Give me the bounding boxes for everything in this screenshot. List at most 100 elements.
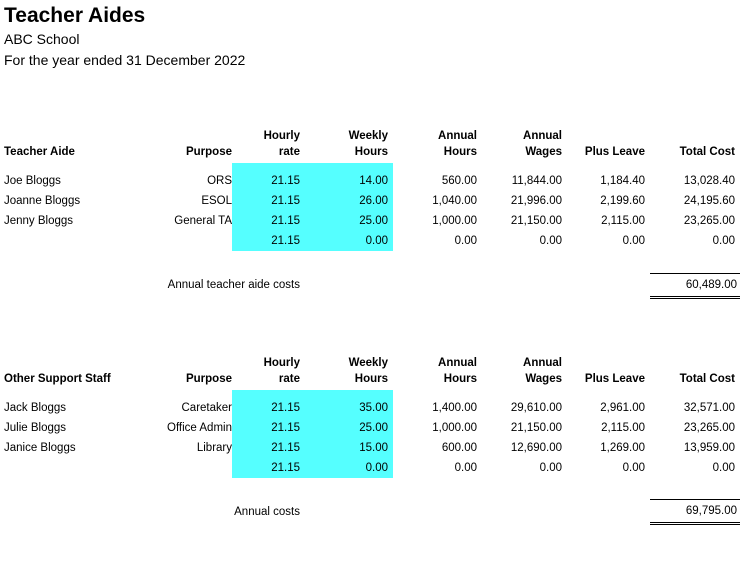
col-header-hourly-rate: Hourly rate bbox=[263, 356, 300, 385]
cell-annual-wages: 21,996.00 bbox=[510, 195, 562, 207]
cell-purpose bbox=[150, 231, 232, 251]
cell-plus-leave: 0.00 bbox=[622, 235, 645, 247]
cell-annual-hours: 0.00 bbox=[454, 461, 477, 474]
col-header-purpose: Purpose bbox=[185, 372, 232, 385]
col-header-weekly-hours: Weekly Hours bbox=[348, 130, 388, 158]
cell-name bbox=[0, 458, 150, 478]
cell-plus-leave: 2,115.00 bbox=[601, 215, 645, 227]
reporting-period: For the year ended 31 December 2022 bbox=[4, 52, 246, 68]
highlight-spacer bbox=[232, 163, 305, 171]
cell-annual-wages: 12,690.00 bbox=[510, 441, 562, 454]
table-header-row: Other Support Staff Purpose Hourly rate … bbox=[0, 346, 740, 390]
cell-hourly-rate-input[interactable]: 21.15 bbox=[232, 457, 305, 478]
cell-hourly-rate-input[interactable]: 21.15 bbox=[232, 191, 305, 211]
table-row: 21.15 0.00 0.00 0.00 0.00 0.00 bbox=[0, 457, 740, 478]
cell-plus-leave: 2,199.60 bbox=[600, 195, 645, 207]
table-row: Jack Bloggs Caretaker 21.15 35.00 1,400.… bbox=[0, 397, 740, 418]
col-header-teacher-aide: Teacher Aide bbox=[4, 146, 75, 158]
table-row: Joanne Bloggs ESOL 21.15 26.00 1,040.00 … bbox=[0, 191, 740, 211]
cell-purpose: General TA bbox=[174, 215, 232, 227]
col-header-annual-wages: Annual Wages bbox=[523, 130, 562, 158]
cell-weekly-hours-input[interactable]: 25.00 bbox=[305, 417, 393, 438]
total-row: Annual costs 69,795.00 bbox=[0, 499, 740, 525]
cell-annual-wages: 29,610.00 bbox=[510, 401, 562, 414]
cell-plus-leave: 1,184.40 bbox=[600, 175, 645, 187]
col-header-purpose: Purpose bbox=[185, 146, 232, 158]
cell-name: Joe Bloggs bbox=[4, 175, 61, 187]
total-value: 69,795.00 bbox=[650, 499, 740, 525]
table-row: Janice Bloggs Library 21.15 15.00 600.00… bbox=[0, 437, 740, 458]
cell-name: Jenny Bloggs bbox=[4, 215, 74, 227]
col-header-annual-wages: Annual Wages bbox=[523, 356, 562, 385]
cell-hourly-rate-input[interactable]: 21.15 bbox=[232, 437, 305, 458]
table-row: Jenny Bloggs General TA 21.15 25.00 1,00… bbox=[0, 211, 740, 231]
spacer-row bbox=[0, 251, 740, 273]
highlight-spacer-row bbox=[0, 163, 740, 171]
highlight-spacer bbox=[232, 389, 305, 398]
cell-annual-wages: 21,150.00 bbox=[510, 215, 562, 227]
cell-total-cost: 13,959.00 bbox=[683, 441, 735, 454]
cell-total-cost: 0.00 bbox=[712, 235, 735, 247]
cell-annual-hours: 1,040.00 bbox=[432, 195, 477, 207]
cell-annual-wages: 0.00 bbox=[539, 235, 562, 247]
cell-annual-hours: 0.00 bbox=[454, 235, 477, 247]
school-name: ABC School bbox=[4, 31, 80, 47]
cell-total-cost: 23,265.00 bbox=[683, 215, 735, 227]
cell-hourly-rate-input[interactable]: 21.15 bbox=[232, 171, 305, 191]
highlight-spacer bbox=[305, 163, 393, 171]
cell-total-cost: 23,265.00 bbox=[683, 421, 735, 434]
cell-weekly-hours-input[interactable]: 15.00 bbox=[305, 437, 393, 458]
cell-annual-hours: 600.00 bbox=[441, 441, 477, 454]
highlight-spacer bbox=[305, 389, 393, 398]
cell-name: Joanne Bloggs bbox=[4, 195, 81, 207]
cell-name: Janice Bloggs bbox=[4, 441, 76, 454]
cell-total-cost: 24,195.60 bbox=[683, 195, 735, 207]
col-header-hourly-rate: Hourly rate bbox=[263, 130, 300, 158]
highlight-spacer-row bbox=[0, 389, 740, 398]
cell-annual-wages: 0.00 bbox=[539, 461, 562, 474]
col-header-annual-hours: Annual Hours bbox=[438, 356, 477, 385]
cell-name bbox=[0, 231, 150, 251]
cell-purpose: Caretaker bbox=[181, 401, 233, 414]
report-header: Teacher Aides ABC School For the year en… bbox=[0, 0, 753, 71]
cell-hourly-rate-input[interactable]: 21.15 bbox=[232, 211, 305, 231]
cell-name: Jack Bloggs bbox=[4, 401, 67, 414]
col-header-total-cost: Total Cost bbox=[679, 146, 735, 158]
cell-purpose: ESOL bbox=[201, 195, 232, 207]
cell-annual-hours: 560.00 bbox=[441, 175, 477, 187]
total-label: Annual teacher aide costs bbox=[167, 279, 300, 291]
cell-weekly-hours-input[interactable]: 25.00 bbox=[305, 211, 393, 231]
cell-weekly-hours-input[interactable]: 26.00 bbox=[305, 191, 393, 211]
col-header-other-support-staff: Other Support Staff bbox=[4, 372, 111, 385]
cell-purpose: ORS bbox=[207, 175, 232, 187]
col-header-plus-leave: Plus Leave bbox=[584, 372, 645, 385]
cell-plus-leave: 0.00 bbox=[622, 461, 645, 474]
table-row: Julie Bloggs Office Admin 21.15 25.00 1,… bbox=[0, 417, 740, 438]
col-header-total-cost: Total Cost bbox=[679, 372, 735, 385]
cell-weekly-hours-input[interactable]: 35.00 bbox=[305, 397, 393, 418]
cell-weekly-hours-input[interactable]: 0.00 bbox=[305, 457, 393, 478]
total-label: Annual costs bbox=[234, 505, 300, 518]
table-header-row: Teacher Aide Purpose Hourly rate Weekly … bbox=[0, 119, 740, 163]
table-row: Joe Bloggs ORS 21.15 14.00 560.00 11,844… bbox=[0, 171, 740, 191]
total-value: 60,489.00 bbox=[650, 272, 740, 299]
cell-purpose: Office Admin bbox=[167, 421, 232, 434]
cell-hourly-rate-input[interactable]: 21.15 bbox=[232, 231, 305, 251]
cell-annual-wages: 21,150.00 bbox=[510, 421, 562, 434]
cell-annual-hours: 1,000.00 bbox=[432, 215, 477, 227]
total-row: Annual teacher aide costs 60,489.00 bbox=[0, 272, 740, 299]
cell-total-cost: 13,028.40 bbox=[683, 175, 735, 187]
cell-annual-hours: 1,000.00 bbox=[432, 421, 477, 434]
cell-purpose: Library bbox=[196, 441, 232, 454]
cell-weekly-hours-input[interactable]: 14.00 bbox=[305, 171, 393, 191]
cell-hourly-rate-input[interactable]: 21.15 bbox=[232, 417, 305, 438]
cell-purpose bbox=[150, 458, 232, 478]
cell-weekly-hours-input[interactable]: 0.00 bbox=[305, 231, 393, 251]
cell-hourly-rate-input[interactable]: 21.15 bbox=[232, 397, 305, 418]
teacher-aides-table: Teacher Aide Purpose Hourly rate Weekly … bbox=[0, 119, 740, 299]
cell-total-cost: 32,571.00 bbox=[683, 401, 735, 414]
cell-plus-leave: 1,269.00 bbox=[600, 441, 645, 454]
table-row: 21.15 0.00 0.00 0.00 0.00 0.00 bbox=[0, 231, 740, 251]
cell-annual-wages: 11,844.00 bbox=[511, 175, 562, 187]
cell-plus-leave: 2,115.00 bbox=[601, 421, 645, 434]
